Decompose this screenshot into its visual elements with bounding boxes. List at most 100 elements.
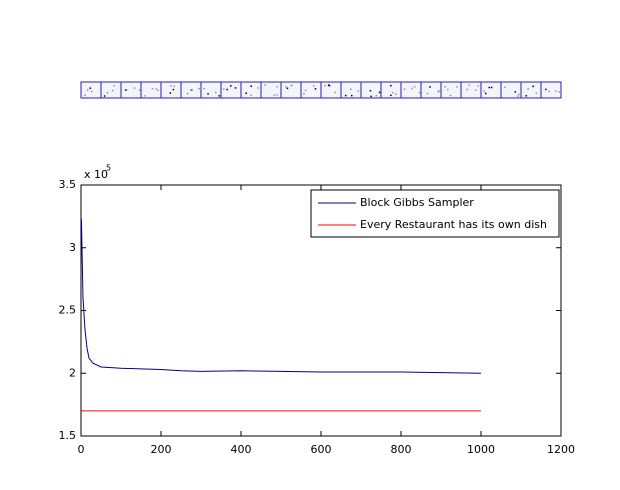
tile-dot [437, 91, 440, 93]
tile-dot [250, 94, 252, 96]
tile [280, 81, 302, 99]
tile-dot [474, 89, 477, 91]
tile [460, 81, 482, 99]
legend-label: Every Restaurant has its own dish [360, 218, 547, 231]
x-tick-label: 1000 [467, 443, 495, 456]
tile-dot [286, 87, 289, 90]
tile-dot [198, 87, 200, 90]
tile [80, 81, 102, 99]
y-tick-label: 2 [69, 366, 76, 379]
tile-dot [375, 94, 378, 97]
legend-label: Block Gibbs Sampler [360, 196, 474, 209]
tile-dot [324, 84, 326, 87]
tile-dot [203, 87, 205, 90]
tile-dot [111, 89, 114, 92]
tile-dot [314, 88, 317, 90]
tile-dot [285, 85, 287, 88]
tile-dot [312, 85, 315, 87]
tile-dot [444, 85, 446, 88]
tile-dot [89, 87, 92, 89]
tile-dot [517, 95, 519, 97]
x-tick-label: 800 [391, 443, 412, 456]
data-line [80, 218, 482, 374]
tile-dot [418, 91, 421, 94]
tile-dot [413, 86, 416, 88]
tile-dot [290, 84, 293, 87]
tile-dot [426, 92, 429, 95]
tile-dot [155, 88, 157, 90]
tile-dot [151, 87, 154, 90]
tile [420, 81, 442, 99]
tile [300, 81, 322, 99]
y-tick-label: 2.5 [59, 304, 77, 317]
tile-dot [395, 93, 397, 95]
tile-dot [226, 88, 228, 91]
tile [540, 81, 562, 99]
tile-dot [514, 91, 517, 93]
tile-dot [138, 89, 141, 91]
tile-dot [403, 88, 406, 90]
tile-dot [488, 86, 491, 89]
x-tick-label: 400 [231, 443, 252, 456]
tile-strip [80, 81, 562, 99]
tile-dot [86, 89, 89, 91]
tile [320, 81, 342, 99]
legend-box [310, 189, 560, 238]
tile-dot [264, 84, 266, 86]
tile-dot [334, 91, 336, 94]
tile-dot [429, 86, 431, 88]
tile [200, 81, 222, 99]
tile-dot [490, 86, 493, 89]
tile-dot [328, 84, 331, 87]
tile [400, 81, 422, 99]
tile-dot [369, 89, 372, 92]
tile-dot [172, 88, 175, 91]
tile-dot [214, 91, 217, 94]
tile-dot [124, 89, 127, 91]
tile-dot [378, 91, 381, 94]
tile-dot [276, 94, 278, 96]
y-tick-label: 1.5 [59, 429, 77, 442]
tile-dot [113, 84, 116, 87]
tile-dot [344, 94, 347, 97]
tile-dot [84, 94, 86, 97]
tile-dot [169, 92, 172, 94]
tile-dot [350, 94, 353, 97]
tile-dot [468, 84, 470, 86]
tile-dot [157, 89, 159, 92]
y-tick-label: 3.5 [59, 178, 77, 191]
tile [260, 81, 282, 99]
tile-dot [103, 95, 106, 97]
tile-dot [485, 92, 487, 95]
tile [220, 81, 242, 99]
tile-dot [223, 88, 225, 90]
tile-dot [525, 95, 528, 97]
tile-dot [218, 95, 220, 97]
tile [160, 81, 182, 99]
x-tick-label: 200 [151, 443, 172, 456]
tile-dot [483, 90, 485, 92]
tile-dot [554, 90, 557, 92]
tile-dot [234, 87, 237, 89]
tile-dot [370, 95, 372, 98]
tile-dot [535, 92, 538, 94]
x-tick-label: 0 [78, 443, 85, 456]
tile-dot [390, 94, 392, 97]
y-multiplier: x 10 [84, 168, 108, 181]
tile-dot [106, 92, 109, 94]
tile-dot [518, 93, 520, 96]
tile-dot [304, 89, 307, 92]
tile-dot [447, 88, 449, 91]
tile-dot [544, 88, 547, 91]
tile-dot [532, 85, 534, 88]
tile-dot [558, 91, 560, 93]
tile-dot [391, 91, 394, 94]
tile-dot [477, 85, 479, 87]
tile-dot [350, 88, 352, 91]
tile-dot [257, 87, 259, 89]
tile-dot [504, 86, 506, 89]
tile-dot [276, 86, 278, 88]
tile-dot [133, 87, 136, 89]
tile-dot [250, 85, 253, 88]
